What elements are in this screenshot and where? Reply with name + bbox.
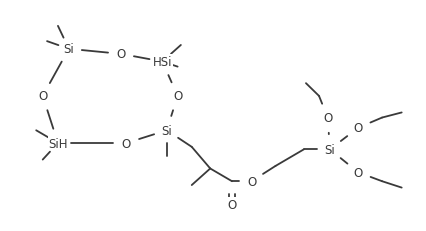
Text: O: O	[353, 166, 362, 179]
Text: Si: Si	[161, 124, 172, 137]
Text: O: O	[227, 198, 236, 211]
Text: Si: Si	[63, 43, 74, 56]
Text: O: O	[38, 90, 47, 103]
Text: O: O	[322, 112, 331, 125]
Text: O: O	[121, 137, 131, 150]
Text: Si: Si	[324, 143, 334, 156]
Text: SiH: SiH	[48, 137, 68, 150]
Text: O: O	[353, 122, 362, 135]
Text: O: O	[173, 90, 182, 103]
Text: O: O	[116, 48, 125, 61]
Text: O: O	[246, 175, 256, 188]
Text: HSi: HSi	[152, 56, 172, 69]
